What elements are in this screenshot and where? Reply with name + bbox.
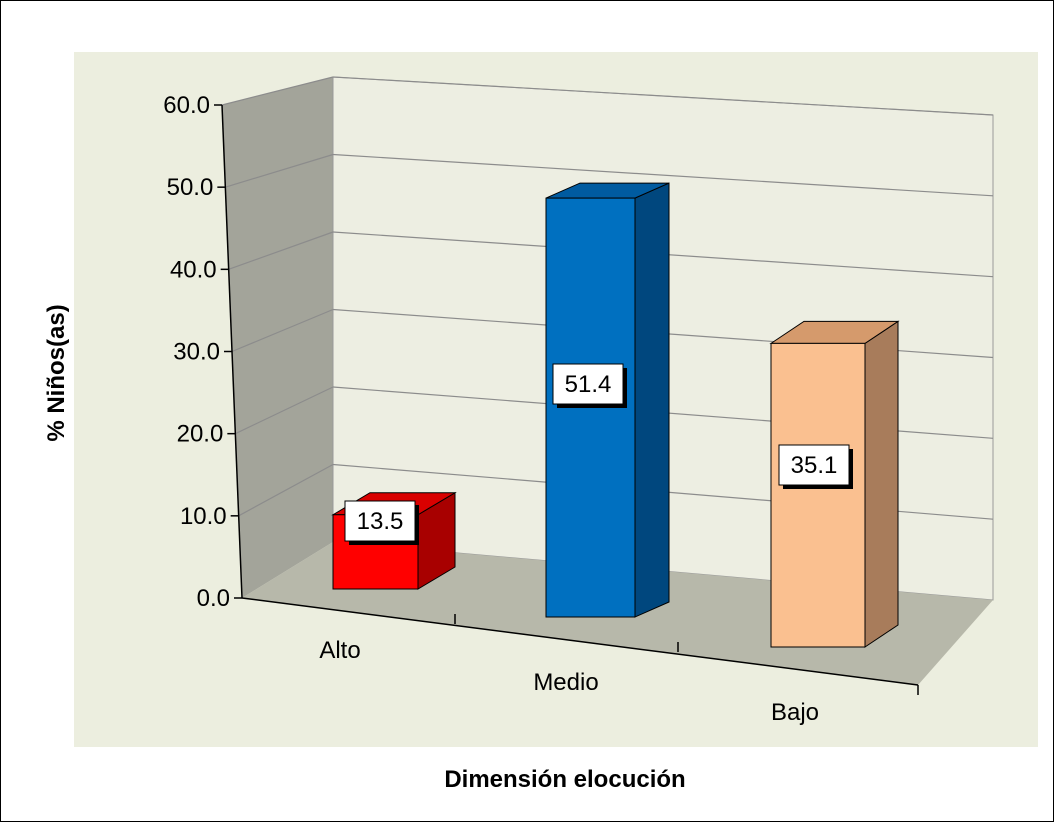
y-tick-marks [214,104,242,599]
y-tick-label: 30.0 [173,339,220,366]
side-gridline [235,386,334,435]
y-tick-labels: 0.0 10.0 20.0 30.0 40.0 50.0 60.0 [163,92,230,612]
side-gridline [238,463,334,517]
data-label-text: 51.4 [565,371,612,398]
data-label-box [552,363,624,405]
gridline [332,76,994,116]
bar-side [634,182,670,618]
x-tick-label: Alto [319,637,360,664]
bar-side [864,320,899,648]
y-tick-label: 40.0 [170,256,217,283]
data-label: 51.4 [552,363,627,408]
category-labels: Alto Medio Bajo [319,637,819,726]
side-wall [222,77,333,598]
side-gridline [221,76,334,106]
data-label-text: 35.1 [791,452,838,479]
data-label: 35.1 [778,444,853,489]
data-label-text: 13.5 [357,508,404,535]
side-gridline [225,153,334,188]
x-tick-label: Medio [533,669,598,696]
gridline [332,153,994,197]
x-tick-label: Bajo [771,699,819,726]
data-label: 13.5 [344,500,419,545]
x-axis-title: Dimensión elocución [444,766,685,793]
y-tick-label: 20.0 [177,421,224,448]
side-gridline [228,231,334,270]
bar-bajo [769,320,900,648]
data-label-box [778,444,850,486]
y-tick-label: 0.0 [197,585,230,612]
y-axis-title: % Niños(as) [43,304,70,441]
data-label-box [344,500,416,542]
side-gridline [231,308,334,353]
y-tick-label: 50.0 [167,174,214,201]
bar-front [770,342,866,648]
x-axis-line [241,597,919,686]
data-labels: 13.5 51.4 35.1 [344,363,853,545]
y-tick-label: 10.0 [180,503,227,530]
y-tick-label: 60.0 [163,92,210,119]
x-tick-marks [454,614,919,695]
